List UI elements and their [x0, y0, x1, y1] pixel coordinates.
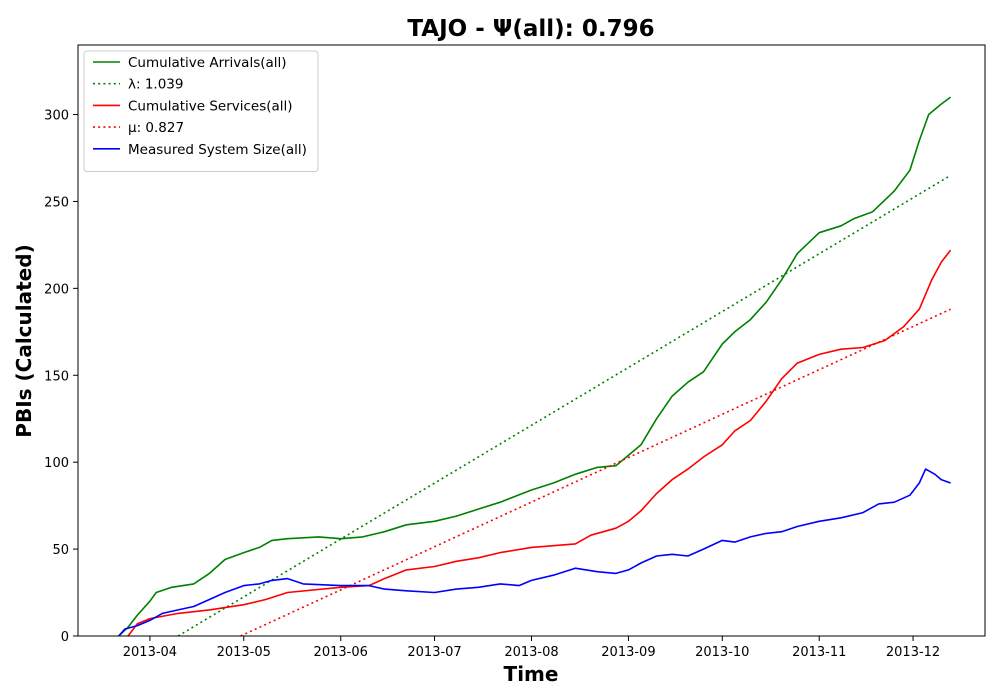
y-axis: 0 50 100 150 200 250 300: [44, 109, 78, 645]
plot-series: [118, 96, 952, 636]
legend-label: μ: 0.827: [128, 120, 184, 136]
y-tick-label: 150: [44, 369, 69, 384]
series-line-3: [127, 249, 952, 636]
y-axis-title: PBIs (Calculated): [12, 244, 36, 437]
x-tick-label: 2013-05: [217, 645, 271, 660]
x-tick-label: 2013-12: [886, 645, 940, 660]
series-line-2: [177, 174, 952, 636]
x-tick-label: 2013-07: [407, 645, 461, 660]
x-axis: 2013-04 2013-05 2013-06 2013-07 2013-08 2013-…: [123, 636, 940, 660]
y-tick-label: 300: [44, 109, 69, 124]
x-tick-label: 2013-08: [504, 645, 558, 660]
legend-box: [83, 50, 319, 172]
legend-label: Cumulative Arrivals(all): [128, 55, 287, 71]
y-tick-label: 50: [52, 543, 69, 558]
x-tick-label: 2013-04: [123, 645, 177, 660]
y-tick-label: 100: [44, 456, 69, 471]
x-tick-label: 2013-09: [601, 645, 655, 660]
y-tick-label: 200: [44, 282, 69, 297]
legend-label: λ: 1.039: [128, 77, 183, 93]
x-tick-label: 2013-11: [792, 645, 846, 660]
legend: Cumulative Arrivals(all) λ: 1.039 Cumulati…: [83, 50, 319, 172]
series-line-5: [118, 468, 951, 636]
y-tick-label: 0: [61, 630, 69, 645]
series-line-4: [240, 308, 951, 636]
x-tick-label: 2013-10: [695, 645, 749, 660]
y-tick-label: 250: [44, 195, 69, 210]
series-line-1: [118, 96, 952, 636]
chart-title: TAJO - Ψ(all): 0.796: [407, 16, 654, 42]
x-axis-title: Time: [504, 662, 559, 686]
legend-label: Measured System Size(all): [128, 142, 307, 158]
x-tick-label: 2013-06: [314, 645, 368, 660]
legend-label: Cumulative Services(all): [128, 98, 293, 114]
